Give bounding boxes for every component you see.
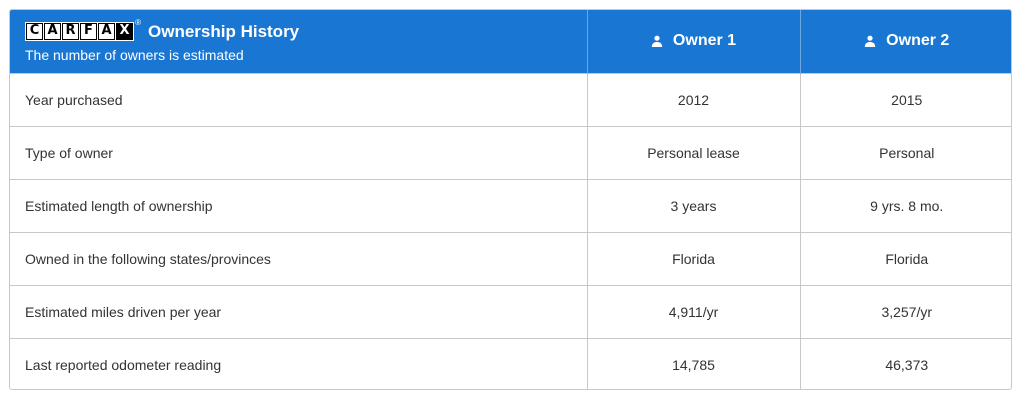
- person-icon: [651, 35, 663, 48]
- row-label: Type of owner: [10, 125, 587, 179]
- ownership-history-panel: C A R F A X ® Ownership History The numb…: [9, 9, 1012, 390]
- owner-1-value: Personal lease: [586, 125, 800, 179]
- owner-1-value: 14,785: [586, 337, 800, 389]
- row-label: Estimated miles driven per year: [10, 284, 587, 338]
- owner-2-value: Personal: [799, 125, 1011, 179]
- owner-2-value: 9 yrs. 8 mo.: [799, 178, 1011, 232]
- table-row: Owned in the following states/provinces …: [10, 231, 1011, 285]
- section-subtitle: The number of owners is estimated: [25, 46, 244, 63]
- owner-2-header: Owner 2: [799, 10, 1011, 73]
- owner-1-label: Owner 1: [672, 32, 737, 50]
- owner-1-header: Owner 1: [586, 10, 800, 73]
- logo-letter: C: [26, 23, 43, 41]
- row-label: Estimated length of ownership: [10, 178, 587, 232]
- logo-letter: X: [116, 23, 133, 41]
- table-row: Estimated miles driven per year 4,911/yr…: [10, 284, 1011, 338]
- table-header-row: C A R F A X ® Ownership History The numb…: [10, 10, 1011, 73]
- owner-2-value: 46,373: [799, 337, 1011, 389]
- row-label: Owned in the following states/provinces: [10, 231, 587, 285]
- table-row: Estimated length of ownership 3 years 9 …: [10, 178, 1011, 232]
- logo-letter: A: [44, 23, 61, 41]
- table-row: Last reported odometer reading 14,785 46…: [10, 337, 1011, 389]
- owner-2-label: Owner 2: [886, 32, 950, 50]
- row-label: Year purchased: [10, 72, 587, 126]
- owner-1-value: Florida: [586, 231, 800, 285]
- logo-letter: A: [98, 23, 115, 41]
- carfax-logo: C A R F A X ®: [25, 18, 141, 42]
- owner-2-value: 2015: [799, 72, 1011, 126]
- header-title-cell: C A R F A X ® Ownership History The numb…: [10, 10, 587, 73]
- logo-letter: F: [80, 23, 97, 41]
- registered-mark: ®: [135, 18, 141, 28]
- owner-1-value: 3 years: [586, 178, 800, 232]
- table-row: Year purchased 2012 2015: [10, 72, 1011, 126]
- ownership-history-table: C A R F A X ® Ownership History The numb…: [10, 10, 1011, 389]
- logo-letter: R: [62, 23, 79, 41]
- row-label: Last reported odometer reading: [10, 337, 587, 389]
- owner-2-value: 3,257/yr: [799, 284, 1011, 338]
- person-icon: [864, 35, 876, 48]
- table-row: Type of owner Personal lease Personal: [10, 125, 1011, 179]
- owner-2-value: Florida: [799, 231, 1011, 285]
- owner-1-value: 4,911/yr: [586, 284, 800, 338]
- section-title: Ownership History: [148, 21, 300, 41]
- owner-1-value: 2012: [586, 72, 800, 126]
